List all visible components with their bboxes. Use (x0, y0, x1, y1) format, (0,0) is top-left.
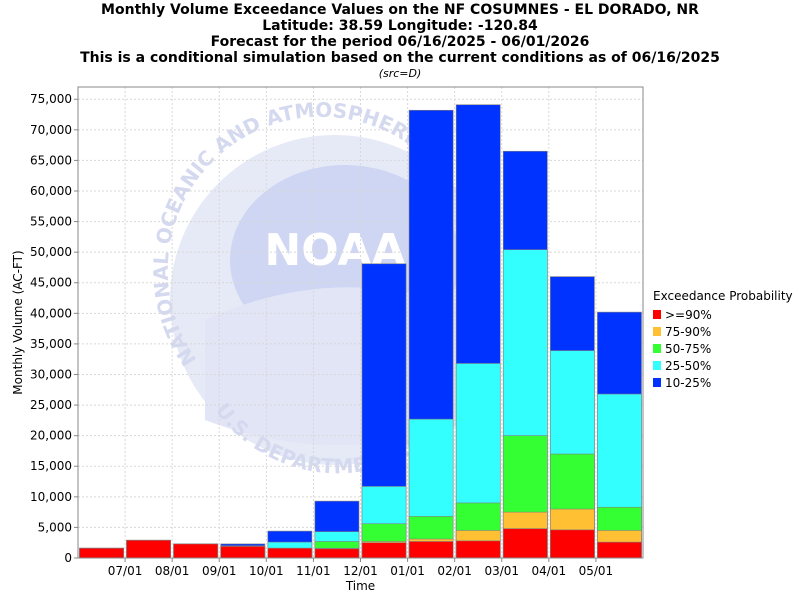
legend-item: 75-90% (653, 323, 793, 340)
y-tick-label: 30,000 (30, 367, 72, 381)
bar--90--4 (267, 547, 313, 559)
y-tick-label: 15,000 (30, 459, 72, 473)
bar--90--7 (408, 541, 454, 559)
bar--90--8 (455, 540, 501, 559)
y-tick-label: 50,000 (30, 245, 72, 259)
x-tick-label: 10/01 (249, 564, 284, 578)
y-axis-label: Monthly Volume (AC-FT) (11, 250, 25, 394)
x-tick-label: 09/01 (202, 564, 237, 578)
y-tick-label: 35,000 (30, 337, 72, 351)
x-tick-label: 01/01 (390, 564, 425, 578)
bar--90--0 (79, 547, 124, 559)
legend-item: 50-75% (653, 340, 793, 357)
y-tick-label: 10,000 (30, 490, 72, 504)
y-tick-label: 75,000 (30, 92, 72, 106)
legend-swatch (653, 378, 661, 387)
y-tick-label: 25,000 (30, 398, 72, 412)
y-tick-label: 0 (64, 551, 72, 565)
legend-item: >=90% (653, 306, 793, 323)
x-tick-label: 03/01 (484, 564, 519, 578)
x-tick-label: 04/01 (532, 564, 567, 578)
legend-item: 10-25% (653, 374, 793, 391)
bar--90--2 (173, 543, 219, 559)
legend-label: 25-50% (665, 358, 712, 373)
chart-title-line-2: Latitude: 38.59 Longitude: -120.84 (262, 18, 538, 34)
legend-item: 25-50% (653, 357, 793, 374)
legend-swatch (653, 344, 661, 353)
legend-swatch (653, 310, 661, 319)
legend: Exceedance Probability >=90% 75-90% 50-75%… (653, 289, 793, 391)
y-tick-label: 45,000 (30, 276, 72, 290)
y-tick-label: 55,000 (30, 215, 72, 229)
legend-label: 75-90% (665, 324, 712, 339)
y-tick-label: 65,000 (30, 153, 72, 167)
y-tick-label: 20,000 (30, 429, 72, 443)
x-axis-label: Time (345, 579, 375, 593)
y-tick-label: 70,000 (30, 123, 72, 137)
chart-title-line-4: This is a conditional simulation based o… (80, 50, 720, 66)
chart-title-line-1: Monthly Volume Exceedance Values on the … (101, 2, 699, 18)
legend-swatch (653, 361, 661, 370)
x-tick-label: 02/01 (437, 564, 472, 578)
y-tick-label: 40,000 (30, 306, 72, 320)
x-tick-label: 11/01 (296, 564, 331, 578)
x-tick-label: 12/01 (343, 564, 378, 578)
bar--90--11 (597, 541, 642, 559)
x-tick-label: 05/01 (579, 564, 614, 578)
chart-title-line-3: Forecast for the period 06/16/2025 - 06/… (210, 34, 590, 50)
x-tick-label: 08/01 (155, 564, 190, 578)
bar--90--3 (220, 546, 266, 559)
legend-label: 10-25% (665, 375, 712, 390)
y-tick-label: 5,000 (38, 520, 72, 534)
legend-label: 50-75% (665, 341, 712, 356)
chart-subtitle: (src=D) (378, 67, 422, 80)
bar--90--1 (126, 539, 171, 559)
bar--90--5 (314, 548, 360, 559)
legend-title: Exceedance Probability (653, 289, 793, 303)
bar--90--6 (361, 542, 407, 559)
x-tick-label: 07/01 (108, 564, 143, 578)
bar--90--10 (550, 529, 595, 559)
legend-swatch (653, 327, 661, 336)
bar--90--9 (502, 528, 548, 559)
legend-label: >=90% (665, 307, 712, 322)
y-tick-label: 60,000 (30, 184, 72, 198)
